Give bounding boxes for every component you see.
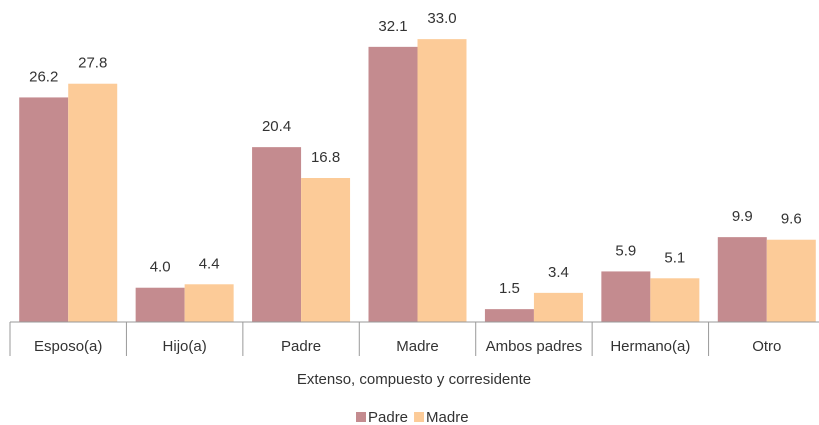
bar bbox=[19, 97, 69, 322]
legend-label: Madre bbox=[426, 409, 469, 425]
data-label: 9.9 bbox=[732, 208, 753, 225]
data-label: 16.8 bbox=[311, 149, 340, 166]
bar bbox=[135, 287, 185, 322]
data-label: 27.8 bbox=[78, 55, 107, 72]
bar bbox=[252, 147, 302, 322]
legend-swatch bbox=[414, 412, 425, 422]
bar bbox=[417, 39, 467, 323]
data-label: 4.0 bbox=[150, 259, 171, 276]
bar bbox=[766, 239, 816, 322]
x-tick-label: Ambos padres bbox=[486, 338, 583, 355]
bar bbox=[301, 178, 351, 322]
data-label: 4.4 bbox=[199, 255, 220, 272]
data-label: 32.1 bbox=[378, 18, 407, 35]
legend-label: Padre bbox=[368, 409, 408, 425]
bar bbox=[68, 83, 118, 322]
data-label: 5.1 bbox=[664, 249, 685, 266]
bar bbox=[601, 271, 651, 322]
bar bbox=[484, 309, 534, 322]
bar bbox=[650, 278, 700, 322]
bar bbox=[717, 237, 767, 322]
x-tick-label: Hijo(a) bbox=[163, 338, 207, 355]
data-label: 1.5 bbox=[499, 280, 520, 297]
x-tick-label: Otro bbox=[752, 338, 781, 355]
x-tick-label: Esposo(a) bbox=[34, 338, 102, 355]
data-label: 5.9 bbox=[615, 242, 636, 259]
bar bbox=[533, 292, 583, 322]
data-label: 20.4 bbox=[262, 118, 291, 135]
bar bbox=[368, 46, 418, 322]
bar bbox=[184, 284, 234, 322]
x-tick-label: Madre bbox=[396, 338, 439, 355]
x-tick-label: Padre bbox=[281, 338, 321, 355]
legend-swatch bbox=[356, 412, 366, 422]
data-label: 9.6 bbox=[781, 211, 802, 228]
data-label: 33.0 bbox=[427, 10, 456, 27]
data-label: 26.2 bbox=[29, 68, 58, 85]
data-label: 3.4 bbox=[548, 264, 569, 281]
x-axis-title: Extenso, compuesto y corresidente bbox=[297, 371, 531, 388]
x-tick-label: Hermano(a) bbox=[610, 338, 690, 355]
